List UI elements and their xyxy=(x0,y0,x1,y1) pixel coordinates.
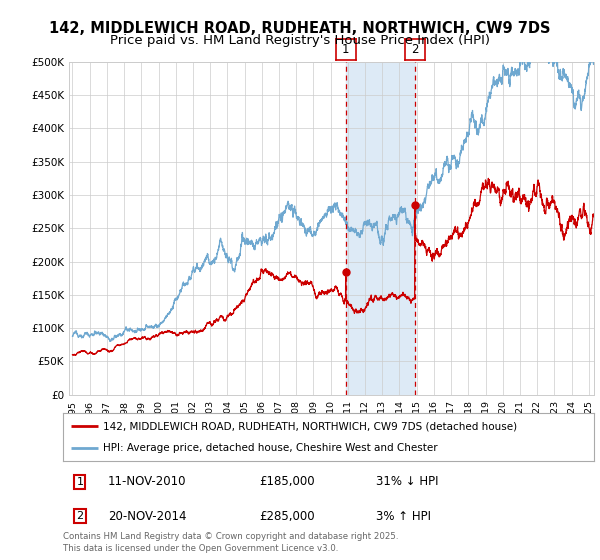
Text: 142, MIDDLEWICH ROAD, RUDHEATH, NORTHWICH, CW9 7DS (detached house): 142, MIDDLEWICH ROAD, RUDHEATH, NORTHWIC… xyxy=(103,421,517,431)
Text: £285,000: £285,000 xyxy=(259,510,315,522)
Text: Contains HM Land Registry data © Crown copyright and database right 2025.
This d: Contains HM Land Registry data © Crown c… xyxy=(63,532,398,553)
Text: 3% ↑ HPI: 3% ↑ HPI xyxy=(376,510,431,522)
Text: 1: 1 xyxy=(76,477,83,487)
Text: HPI: Average price, detached house, Cheshire West and Chester: HPI: Average price, detached house, Ches… xyxy=(103,443,437,453)
Text: 31% ↓ HPI: 31% ↓ HPI xyxy=(376,475,439,488)
Text: 20-NOV-2014: 20-NOV-2014 xyxy=(108,510,187,522)
Text: 2: 2 xyxy=(411,43,419,56)
Text: 2: 2 xyxy=(76,511,83,521)
Text: 1: 1 xyxy=(342,43,349,56)
Text: £185,000: £185,000 xyxy=(259,475,315,488)
Bar xyxy=(346,62,415,395)
Text: 11-NOV-2010: 11-NOV-2010 xyxy=(108,475,187,488)
Text: 142, MIDDLEWICH ROAD, RUDHEATH, NORTHWICH, CW9 7DS: 142, MIDDLEWICH ROAD, RUDHEATH, NORTHWIC… xyxy=(49,21,551,36)
Text: Price paid vs. HM Land Registry's House Price Index (HPI): Price paid vs. HM Land Registry's House … xyxy=(110,34,490,46)
